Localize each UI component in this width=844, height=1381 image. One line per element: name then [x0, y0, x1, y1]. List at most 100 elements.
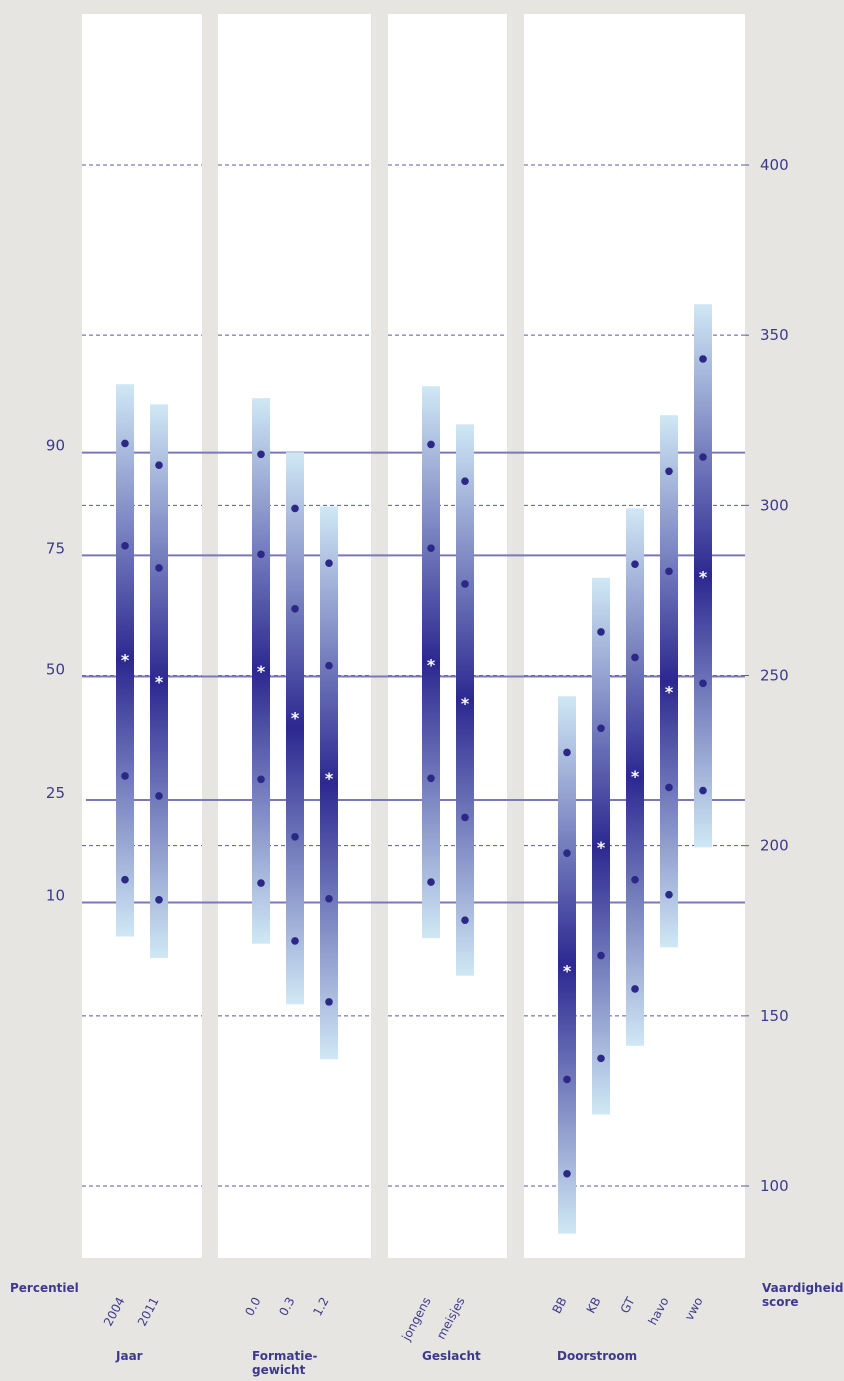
dot-p90-0.0 [257, 879, 265, 887]
median-marker-meisjes: * [461, 694, 470, 713]
band-2004 [116, 384, 134, 937]
dot-p75-0.3 [291, 833, 299, 841]
dot-p25-KB [597, 724, 605, 733]
dot-p75-2004 [121, 772, 129, 780]
dot-p25-havo [665, 567, 673, 576]
band-1.2 [320, 506, 338, 1060]
dot-p25-2004 [121, 542, 129, 550]
dot-p10-jongens [427, 440, 435, 449]
panel-3 [388, 14, 507, 1258]
category-label-jongens: jongens [399, 1295, 434, 1344]
band-2011 [150, 404, 168, 958]
category-label-2011: 2011 [135, 1295, 162, 1329]
band-vwo [694, 304, 712, 848]
median-marker-vwo: * [699, 567, 708, 586]
dot-p75-KB [597, 951, 605, 960]
dot-p75-jongens [427, 774, 435, 783]
dot-p90-2011 [155, 895, 163, 904]
category-label-KB: KB [584, 1295, 604, 1316]
dot-p90-BB [563, 1169, 571, 1178]
dot-p75-GT [631, 875, 639, 884]
band-0.3 [286, 452, 304, 1005]
median-marker-havo: * [665, 682, 674, 701]
dot-p75-havo [665, 783, 673, 792]
dot-p10-0.3 [291, 504, 299, 513]
dot-p75-2011 [155, 792, 163, 800]
panel-title-1: Jaar [115, 1349, 143, 1363]
dot-p10-KB [597, 628, 605, 636]
dot-p90-1.2 [325, 998, 333, 1006]
percentile-label-75: 75 [46, 539, 65, 557]
median-marker-GT: * [631, 767, 640, 786]
score-label-350: 350 [760, 326, 789, 344]
dot-p90-0.3 [291, 937, 299, 945]
dot-p10-BB [563, 748, 571, 757]
median-marker-2011: * [155, 673, 164, 692]
dot-p10-2011 [155, 461, 163, 469]
band-meisjes [456, 424, 474, 976]
dot-p90-meisjes [461, 916, 469, 924]
median-marker-jongens: * [427, 656, 436, 675]
left-axis-title: Percentiel [10, 1281, 79, 1295]
dot-p90-jongens [427, 878, 435, 886]
score-label-250: 250 [760, 667, 789, 685]
dot-p25-0.3 [291, 604, 299, 613]
percentile-label-90: 90 [46, 437, 65, 455]
score-label-200: 200 [760, 837, 789, 855]
dot-p10-2004 [121, 439, 129, 448]
panel-title-4: Doorstroom [557, 1349, 637, 1363]
dot-p75-0.0 [257, 775, 265, 784]
median-marker-1.2: * [325, 769, 334, 788]
score-label-150: 150 [760, 1007, 789, 1025]
category-label-1.2: 1.2 [310, 1295, 331, 1318]
panel-title-3: Geslacht [422, 1349, 481, 1363]
band-0.0 [252, 398, 270, 944]
median-marker-0.3: * [291, 709, 300, 728]
dot-p90-KB [597, 1054, 605, 1063]
median-marker-0.0: * [257, 662, 266, 681]
dot-p10-0.0 [257, 450, 265, 459]
dot-p90-GT [631, 985, 639, 993]
median-marker-2004: * [121, 650, 130, 669]
dot-p10-havo [665, 467, 673, 476]
dot-p90-havo [665, 890, 673, 899]
median-marker-BB: * [563, 962, 572, 981]
percentile-label-25: 25 [46, 784, 65, 802]
dot-p25-vwo [699, 453, 707, 461]
band-KB [592, 577, 610, 1115]
right-axis-title-line2: score [762, 1295, 799, 1309]
dot-p25-2011 [155, 564, 163, 572]
dot-p75-vwo [699, 679, 707, 688]
dot-p10-vwo [699, 355, 707, 363]
dot-p25-0.0 [257, 550, 265, 559]
dot-p25-GT [631, 653, 639, 662]
percentile-label-50: 50 [46, 661, 65, 679]
score-label-400: 400 [760, 156, 789, 174]
dot-p75-meisjes [461, 813, 469, 822]
dot-p25-1.2 [325, 661, 333, 670]
dot-p10-meisjes [461, 477, 469, 485]
dot-p10-1.2 [325, 559, 333, 567]
band-GT [626, 508, 644, 1046]
category-label-meisjes: meisjes [434, 1295, 468, 1342]
category-label-0.3: 0.3 [276, 1295, 297, 1318]
dot-p90-2004 [121, 875, 129, 884]
dot-p25-BB [563, 849, 571, 857]
score-label-100: 100 [760, 1177, 789, 1195]
percentile-label-10: 10 [46, 887, 65, 905]
dot-p10-GT [631, 560, 639, 569]
category-label-BB: BB [550, 1295, 570, 1316]
dot-p75-1.2 [325, 894, 333, 903]
band-BB [558, 696, 576, 1234]
band-havo [660, 415, 678, 948]
category-label-GT: GT [618, 1294, 638, 1315]
dot-p90-vwo [699, 786, 707, 795]
median-marker-KB: * [597, 838, 606, 857]
panel-1 [82, 14, 202, 1258]
band-jongens [422, 386, 440, 939]
dot-p75-BB [563, 1075, 571, 1084]
panel-title-2: gewicht [252, 1363, 306, 1377]
category-label-0.0: 0.0 [242, 1295, 263, 1318]
